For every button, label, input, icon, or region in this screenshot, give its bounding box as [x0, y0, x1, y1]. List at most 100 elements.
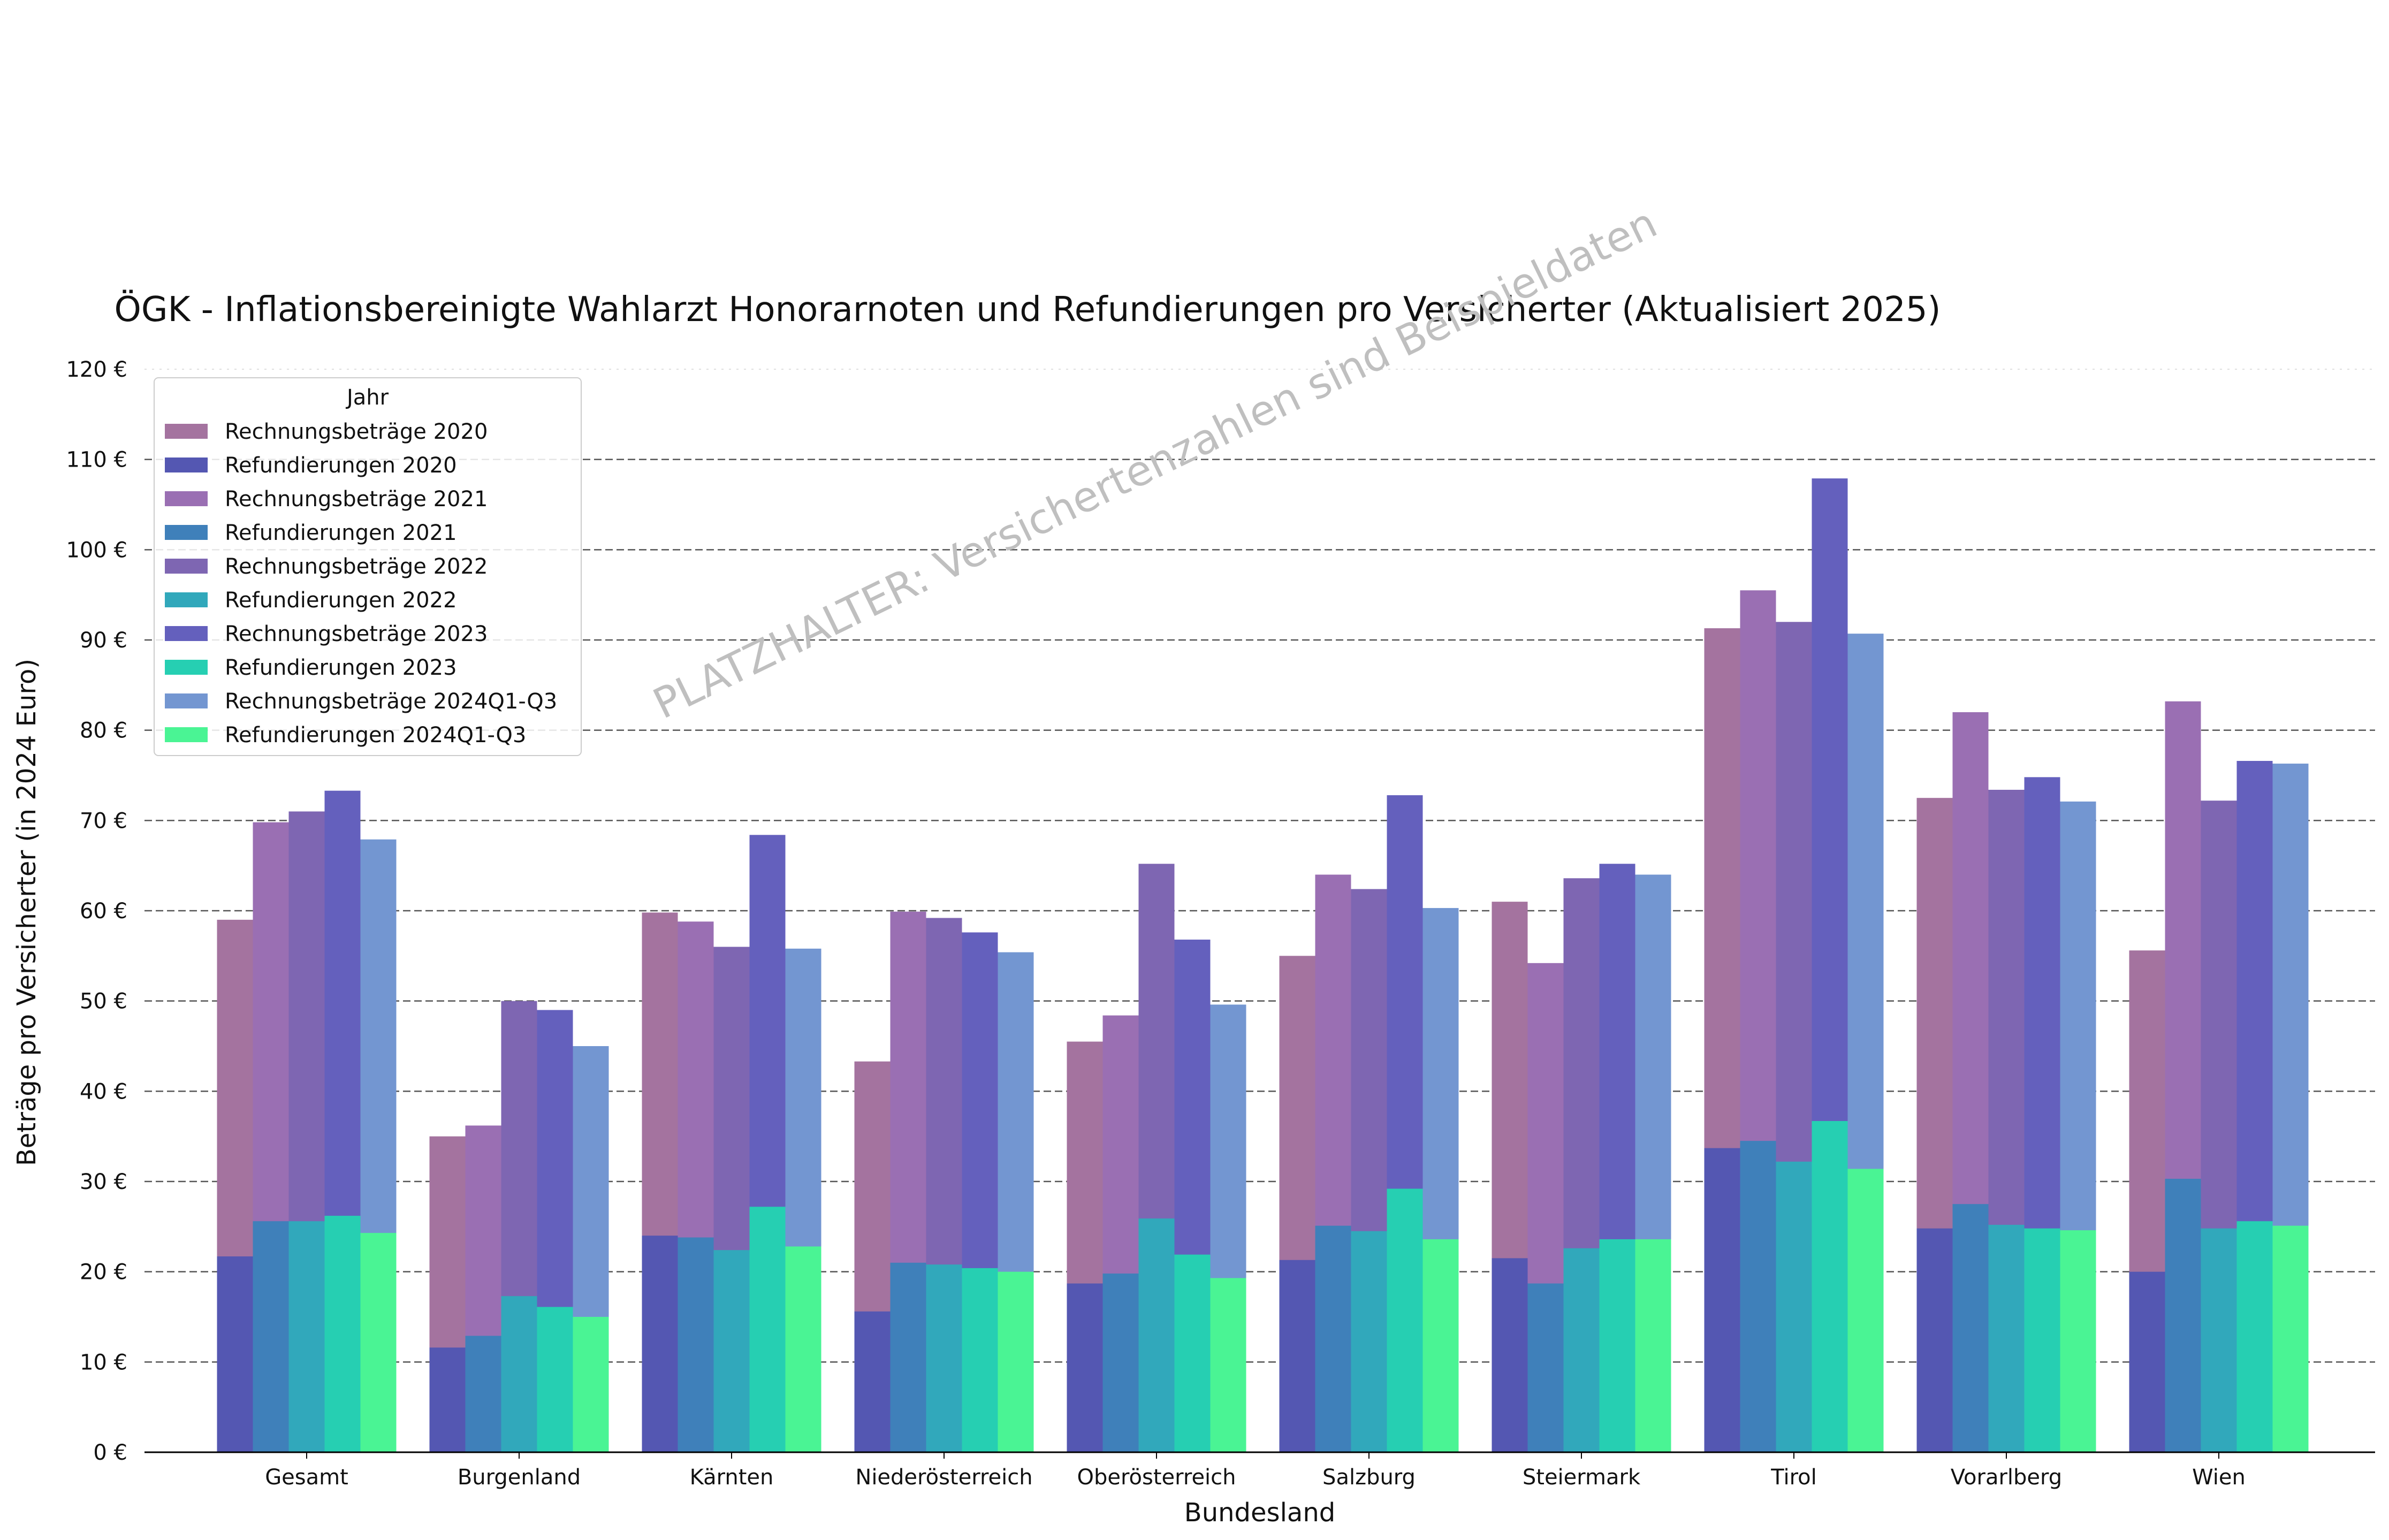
bar-refund	[854, 1311, 891, 1452]
chart-title: ÖGK - Inflationsbereinigte Wahlarzt Hono…	[115, 289, 1941, 330]
bar-refund	[962, 1268, 998, 1452]
bar-refund	[465, 1336, 501, 1452]
bar-refund	[926, 1264, 962, 1452]
x-tick-label: Kärnten	[690, 1465, 774, 1490]
bar-refund	[1847, 1169, 1884, 1452]
bar-refund	[1812, 1120, 1848, 1452]
legend-swatch	[165, 559, 208, 574]
bar-refund	[1952, 1204, 1989, 1452]
bar-refund	[1422, 1239, 1459, 1452]
bars	[217, 478, 2309, 1452]
y-tick-label: 40 €	[80, 1079, 127, 1104]
bar-refund	[1174, 1254, 1211, 1452]
watermark-text: PLATZHALTER: Versichertenzahlen sind Bei…	[646, 199, 1664, 729]
bar-refund	[1704, 1148, 1740, 1452]
legend-swatch	[165, 660, 208, 675]
x-tick-label: Tirol	[1770, 1465, 1816, 1490]
x-tick-label: Vorarlberg	[1951, 1465, 2062, 1490]
y-tick-label: 20 €	[80, 1260, 127, 1285]
legend-swatch	[165, 727, 208, 742]
legend-item-label: Refundierungen 2024Q1-Q3	[225, 723, 526, 748]
bar-refund	[749, 1207, 786, 1452]
legend-box	[154, 377, 582, 756]
bar-refund	[713, 1250, 750, 1452]
legend-item-label: Refundierungen 2023	[225, 655, 457, 680]
bar-refund	[2201, 1228, 2237, 1452]
x-tick-label: Niederösterreich	[855, 1465, 1032, 1490]
bar-refund	[2236, 1221, 2273, 1452]
bar-refund	[253, 1221, 289, 1452]
y-tick-label: 90 €	[80, 628, 127, 653]
y-axis-label: Beträge pro Versicherter (in 2024 Euro)	[12, 659, 42, 1166]
legend-item-label: Refundierungen 2020	[225, 453, 457, 478]
legend-swatch	[165, 626, 208, 641]
bar-refund	[678, 1237, 714, 1452]
bar-refund	[324, 1216, 361, 1452]
y-tick-label: 100 €	[66, 538, 127, 562]
x-axis-label: Bundesland	[1184, 1498, 1335, 1528]
bar-refund	[1279, 1260, 1315, 1452]
bar-refund	[2024, 1228, 2060, 1452]
y-tick-label: 70 €	[80, 809, 127, 833]
legend-item-label: Rechnungsbeträge 2024Q1-Q3	[225, 689, 557, 714]
bar-refund	[1210, 1278, 1246, 1452]
x-tick-label: Oberösterreich	[1077, 1465, 1236, 1490]
legend-item-label: Rechnungsbeträge 2023	[225, 622, 488, 646]
y-tick-label: 0 €	[93, 1440, 127, 1465]
bar-refund	[785, 1246, 821, 1452]
bar-refund	[1563, 1248, 1600, 1452]
legend-swatch	[165, 693, 208, 708]
bar-refund	[1527, 1283, 1564, 1452]
bar-refund	[1492, 1258, 1528, 1452]
bar-refund	[1740, 1141, 1776, 1452]
legend-swatch	[165, 491, 208, 506]
bar-refund	[1635, 1239, 1671, 1452]
bar-refund	[2165, 1178, 2201, 1452]
bar-refund	[1102, 1274, 1139, 1452]
y-tick-label: 10 €	[80, 1350, 127, 1375]
bar-refund	[1067, 1283, 1103, 1452]
x-tick-label: Wien	[2192, 1465, 2246, 1490]
bar-refund	[1916, 1228, 1953, 1452]
bar-refund	[360, 1233, 397, 1452]
bar-refund	[573, 1317, 609, 1452]
legend-swatch	[165, 424, 208, 439]
bar-refund	[1599, 1239, 1635, 1452]
legend-swatch	[165, 592, 208, 607]
x-tick-label: Gesamt	[265, 1465, 348, 1490]
bar-refund	[1387, 1188, 1423, 1452]
legend: Jahr Rechnungsbeträge 2020 Refundierungen …	[154, 377, 582, 756]
bar-refund	[1315, 1225, 1351, 1452]
legend-item-label: Rechnungsbeträge 2021	[225, 487, 488, 512]
bar-refund	[890, 1262, 926, 1452]
legend-swatch	[165, 525, 208, 540]
bar-refund	[2060, 1230, 2096, 1452]
legend-title: Jahr	[345, 385, 389, 410]
bar-refund	[998, 1271, 1034, 1452]
bar-refund	[1988, 1224, 2025, 1452]
y-tick-label: 80 €	[80, 719, 127, 743]
bar-refund	[501, 1296, 537, 1452]
x-tick-labels: Gesamt Burgenland Kärnten Niederösterreich O…	[265, 1452, 2246, 1490]
x-tick-label: Burgenland	[458, 1465, 581, 1490]
legend-item-label: Rechnungsbeträge 2020	[225, 420, 488, 444]
bar-refund	[642, 1236, 678, 1452]
bar-refund	[288, 1221, 325, 1452]
y-tick-label: 30 €	[80, 1170, 127, 1194]
bar-refund	[217, 1256, 253, 1452]
bar-refund	[1351, 1231, 1387, 1452]
bar-refund	[1138, 1218, 1175, 1452]
y-tick-labels: 0 € 10 € 20 € 30 € 40 € 50 € 60 € 70 € 80 € 90 € 1…	[66, 357, 127, 1465]
y-tick-label: 110 €	[66, 448, 127, 472]
bar-refund	[2272, 1225, 2309, 1452]
y-tick-label: 60 €	[80, 899, 127, 924]
y-tick-label: 120 €	[66, 357, 127, 382]
x-tick-label: Salzburg	[1322, 1465, 1416, 1490]
x-tick-label: Steiermark	[1523, 1465, 1641, 1490]
bar-refund	[429, 1347, 466, 1452]
legend-item-label: Rechnungsbeträge 2022	[225, 554, 488, 579]
y-tick-label: 50 €	[80, 989, 127, 1014]
legend-swatch	[165, 458, 208, 472]
bar-refund	[2129, 1271, 2165, 1452]
